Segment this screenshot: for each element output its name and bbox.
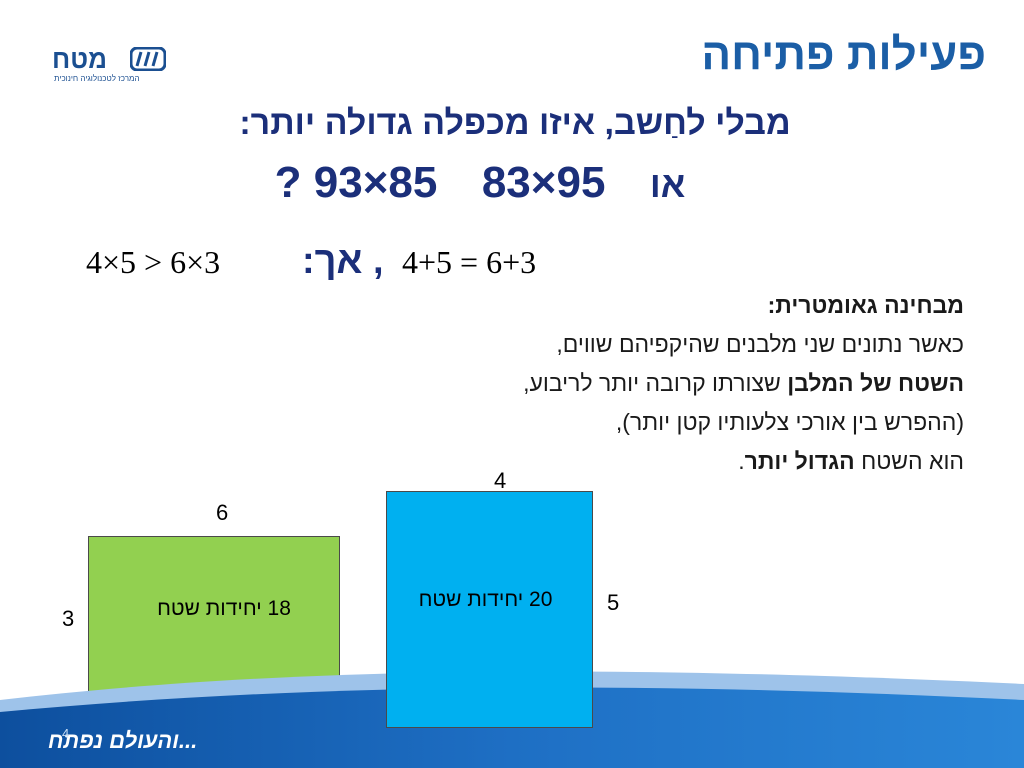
blue-area-label: 20 יחידות שטח bbox=[418, 588, 553, 611]
product-second: 93×85 bbox=[313, 158, 438, 207]
logo-tagline: המרכז לטכנולוגיה חינוכית bbox=[54, 74, 140, 83]
footer-slogan: ...והעולם נפתח bbox=[48, 728, 198, 753]
slide-title: פעילות פתיחה bbox=[701, 30, 986, 79]
logo-text: מטח bbox=[52, 44, 107, 74]
explanation-text: מבחינה גאומטרית: כאשר נתונים שני מלבנים … bbox=[344, 286, 964, 481]
blue-rectangle: 20 יחידות שטח bbox=[386, 491, 593, 728]
logo: מטח המרכז לטכנולוגיה חינוכית bbox=[50, 44, 168, 84]
math-inequality: 4×5 > 6×3 bbox=[86, 244, 221, 280]
green-area-label: 18 יחידות שטח bbox=[157, 597, 291, 620]
math-equality: 4+5 = 6+3 bbox=[402, 244, 537, 280]
logo-mark-icon bbox=[130, 47, 166, 71]
explanation-line-2: השטח של המלבן שצורתו קרובה יותר לריבוע, bbox=[523, 370, 964, 396]
question-connector: או bbox=[649, 164, 686, 205]
slide-number: 4 bbox=[62, 726, 70, 741]
explanation-line-4: הוא השטח הגדול יותר. bbox=[738, 448, 964, 474]
question-mark: ? bbox=[274, 158, 302, 207]
slide-subtitle: מבלי לחַשב, איזו מכפלה גדולה יותר: bbox=[239, 104, 791, 142]
blue-width-label: 4 bbox=[494, 468, 507, 493]
blue-height-label: 5 bbox=[607, 590, 620, 615]
product-first: 95×83 bbox=[481, 158, 606, 207]
green-height-label: 3 bbox=[62, 606, 75, 631]
green-width-label: 6 bbox=[216, 500, 229, 525]
explanation-heading: מבחינה גאומטרית: bbox=[767, 292, 964, 318]
but-label: , אך: bbox=[302, 240, 384, 282]
explanation-line-1: כאשר נתונים שני מלבנים שהיקפיהם שווים, bbox=[556, 331, 964, 357]
question-line: ? 93×85 או 95×83 bbox=[180, 158, 780, 208]
explanation-line-3: (ההפרש בין אורכי צלעותיו קטן יותר), bbox=[615, 409, 964, 435]
